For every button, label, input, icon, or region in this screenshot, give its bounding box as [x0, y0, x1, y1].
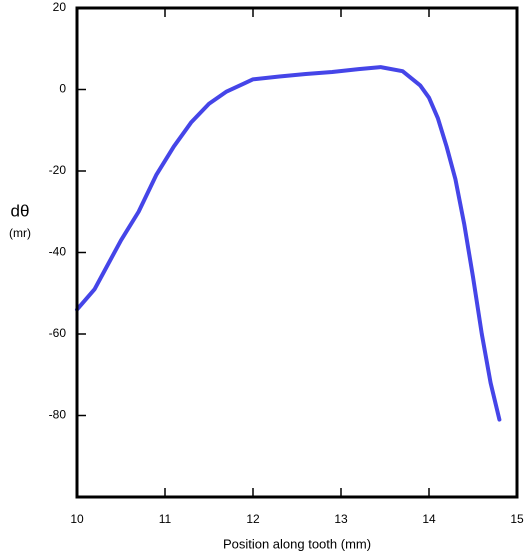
y-tick-label: 0 [59, 82, 66, 96]
y-axis-unit: (mr) [9, 226, 31, 240]
y-tick-label: -20 [49, 163, 67, 177]
x-tick-label: 11 [159, 512, 172, 526]
y-tick-label: -60 [49, 326, 67, 340]
y-tick-label: -40 [49, 245, 67, 259]
plot-frame [75, 6, 519, 499]
data-line [75, 65, 502, 422]
x-tick-label: 13 [334, 512, 348, 526]
y-axis-label: dθ [11, 201, 30, 220]
y-tick-label: 20 [53, 0, 67, 14]
y-tick-label: -80 [49, 408, 67, 422]
x-tick-label: 15 [510, 512, 524, 526]
x-tick-label: 12 [246, 512, 260, 526]
x-tick-label: 14 [422, 512, 436, 526]
x-tick-label: 10 [70, 512, 84, 526]
x-axis-label: Position along tooth (mm) [223, 536, 371, 551]
